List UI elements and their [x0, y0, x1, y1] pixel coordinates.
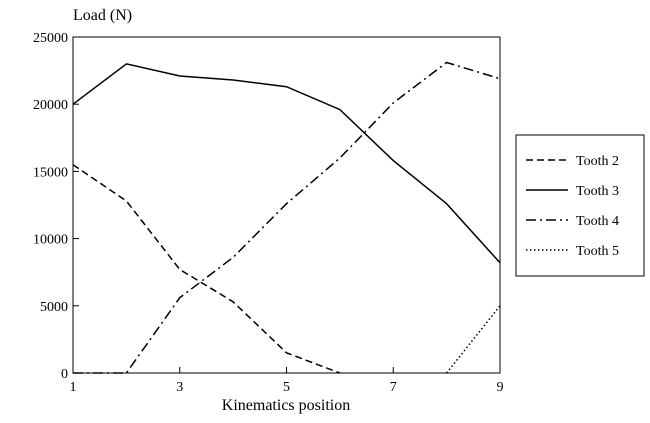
legend-label: Tooth 2 [576, 154, 619, 169]
series-line-tooth-4 [73, 61, 501, 374]
x-tick-label: 9 [497, 380, 504, 395]
y-tick-label: 0 [61, 367, 68, 382]
series-line-tooth-5 [446, 305, 501, 374]
x-tick-label: 3 [176, 380, 183, 395]
x-axis-title: Kinematics position [222, 397, 350, 414]
x-tick-label: 5 [283, 380, 290, 395]
y-tick-label: 20000 [33, 98, 68, 113]
y-tick-label: 25000 [33, 31, 68, 46]
y-tick-label: 5000 [40, 300, 68, 315]
legend: Tooth 2 Tooth 3 Tooth 4 Tooth 5 [515, 134, 645, 277]
y-ticks: 0 5000 10000 15000 20000 25000 [33, 31, 79, 382]
legend-box [515, 134, 645, 277]
series-layer [72, 61, 501, 374]
legend-items: Tooth 2 Tooth 3 Tooth 4 Tooth 5 [526, 154, 619, 259]
y-tick-label: 15000 [33, 165, 68, 180]
legend-label: Tooth 3 [576, 184, 619, 199]
legend-label: Tooth 4 [576, 214, 619, 229]
x-tick-label: 7 [390, 380, 397, 395]
x-ticks: 1 3 5 7 9 [70, 367, 504, 395]
y-tick-label: 10000 [33, 233, 68, 248]
series-line-tooth-3 [72, 63, 501, 264]
series-line-tooth-2 [72, 164, 341, 374]
x-tick-label: 1 [70, 380, 77, 395]
y-axis-title: Load (N) [73, 7, 132, 24]
legend-label: Tooth 5 [576, 244, 619, 259]
